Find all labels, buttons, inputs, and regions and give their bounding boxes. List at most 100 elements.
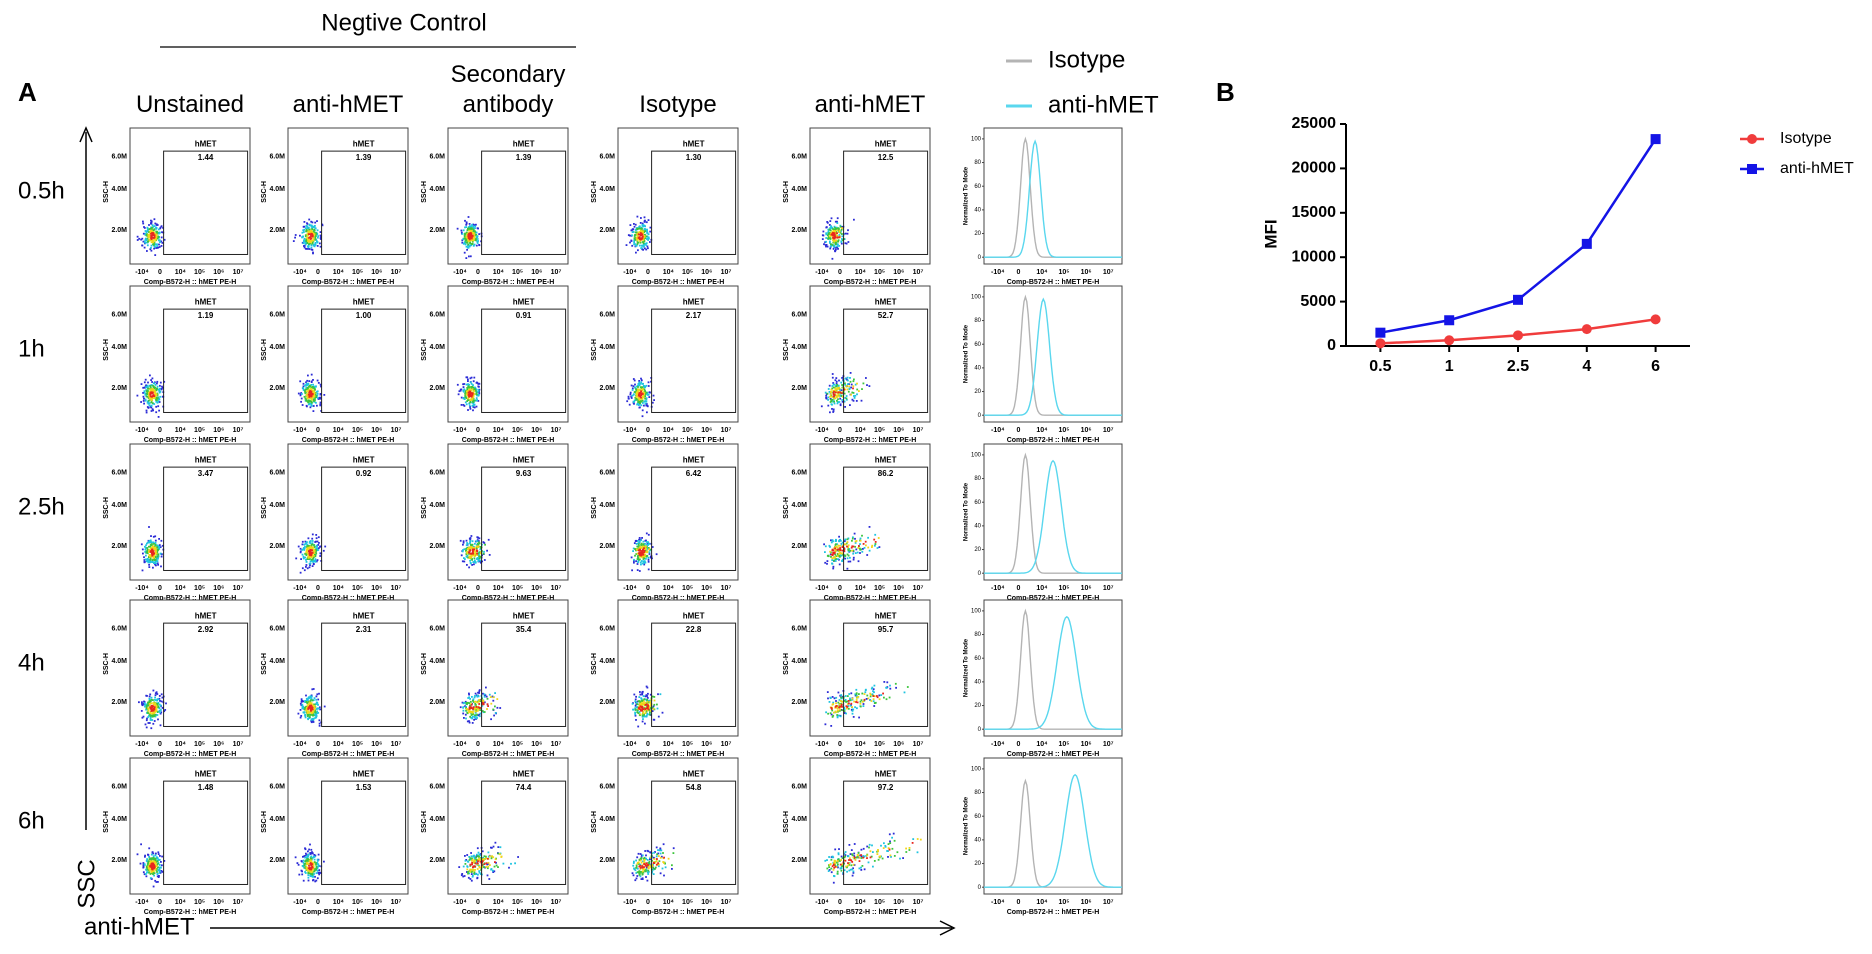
- event-dot: [306, 225, 308, 228]
- event-dot: [136, 394, 139, 397]
- event-dot: [841, 233, 843, 235]
- event-dot: [142, 240, 145, 243]
- event-dot: [314, 548, 317, 551]
- event-dot: [460, 874, 463, 877]
- event-dot: [305, 241, 307, 244]
- y-axis-title: SSC-H: [421, 181, 428, 203]
- event-dot: [653, 699, 656, 702]
- event-dot: [311, 866, 314, 869]
- event-dot: [148, 698, 151, 701]
- event-dot: [496, 706, 499, 709]
- event-dot: [649, 701, 651, 703]
- x-tick-label: 10⁵: [1059, 269, 1070, 276]
- event-dot: [148, 697, 151, 700]
- event-dot: [473, 548, 475, 551]
- event-dot: [152, 705, 155, 708]
- event-dot: [307, 401, 310, 404]
- event-dot: [853, 378, 855, 381]
- event-dot: [307, 714, 310, 717]
- event-dot: [645, 235, 648, 238]
- event-dot: [153, 720, 156, 722]
- event-dot: [146, 227, 149, 230]
- event-dot: [157, 862, 159, 865]
- event-dot: [644, 553, 647, 556]
- event-dot: [319, 708, 322, 711]
- event-dot: [305, 566, 307, 568]
- event-dot: [300, 558, 302, 560]
- event-dot: [155, 400, 158, 403]
- event-dot: [485, 695, 488, 698]
- event-dot: [845, 242, 848, 245]
- event-dot: [157, 405, 160, 408]
- event-dot: [494, 705, 496, 708]
- event-dot: [641, 415, 644, 418]
- x-tick-label: 10⁵: [682, 269, 693, 276]
- event-dot: [859, 700, 862, 703]
- event-dot: [840, 696, 842, 699]
- event-dot: [161, 385, 163, 388]
- x-tick-label: 10⁷: [721, 741, 732, 748]
- event-dot: [163, 380, 166, 383]
- event-dot: [869, 692, 872, 695]
- event-dot: [153, 865, 156, 867]
- event-dot: [312, 232, 315, 235]
- y-tick-label: 2.0M: [429, 857, 445, 864]
- event-dot: [160, 240, 163, 243]
- event-dot: [469, 388, 471, 391]
- event-dot: [305, 404, 308, 407]
- event-dot: [311, 553, 314, 556]
- event-dot: [299, 709, 302, 711]
- event-dot: [300, 715, 303, 717]
- event-dot: [827, 234, 829, 237]
- y-tick-label: 4.0M: [791, 344, 807, 351]
- event-dot: [147, 387, 149, 390]
- event-dot: [641, 720, 644, 723]
- event-dot: [861, 534, 863, 537]
- event-dot: [471, 696, 473, 698]
- event-dot: [636, 545, 639, 548]
- gate: [481, 466, 567, 571]
- event-dot: [469, 559, 471, 562]
- event-dot: [472, 406, 475, 408]
- event-dot: [871, 544, 874, 547]
- event-dot: [846, 376, 849, 379]
- event-dot: [160, 709, 162, 711]
- event-dot: [318, 706, 321, 709]
- event-dot: [305, 553, 308, 556]
- event-dot: [309, 385, 312, 388]
- event-dot: [161, 696, 164, 699]
- event-dot: [837, 701, 840, 704]
- event-dot: [307, 392, 309, 395]
- event-dot: [462, 865, 465, 868]
- event-dot: [830, 725, 833, 727]
- event-dot: [305, 386, 308, 389]
- event-dot: [633, 402, 635, 405]
- event-dot: [517, 856, 519, 858]
- event-dot: [839, 715, 842, 718]
- event-dot: [307, 553, 309, 556]
- event-dot: [156, 398, 158, 400]
- event-dot: [312, 717, 315, 720]
- event-dot: [470, 702, 473, 705]
- event-dot: [158, 866, 161, 869]
- event-dot: [158, 695, 161, 697]
- y-tick-label: 40: [974, 523, 981, 529]
- event-dot: [824, 561, 827, 564]
- x-tick-label: 0: [838, 427, 842, 434]
- event-dot: [471, 553, 473, 556]
- event-dot: [313, 395, 316, 397]
- event-dot: [641, 546, 644, 549]
- event-dot: [305, 699, 308, 702]
- event-dot: [469, 715, 471, 718]
- event-dot: [834, 241, 837, 244]
- event-dot: [465, 544, 468, 547]
- event-dot: [510, 862, 512, 865]
- event-dot: [311, 713, 313, 716]
- event-dot: [300, 392, 303, 394]
- event-dot: [314, 238, 316, 241]
- event-dot: [152, 858, 154, 861]
- event-dot: [641, 236, 644, 239]
- event-dot: [306, 543, 309, 546]
- event-dot: [648, 391, 651, 394]
